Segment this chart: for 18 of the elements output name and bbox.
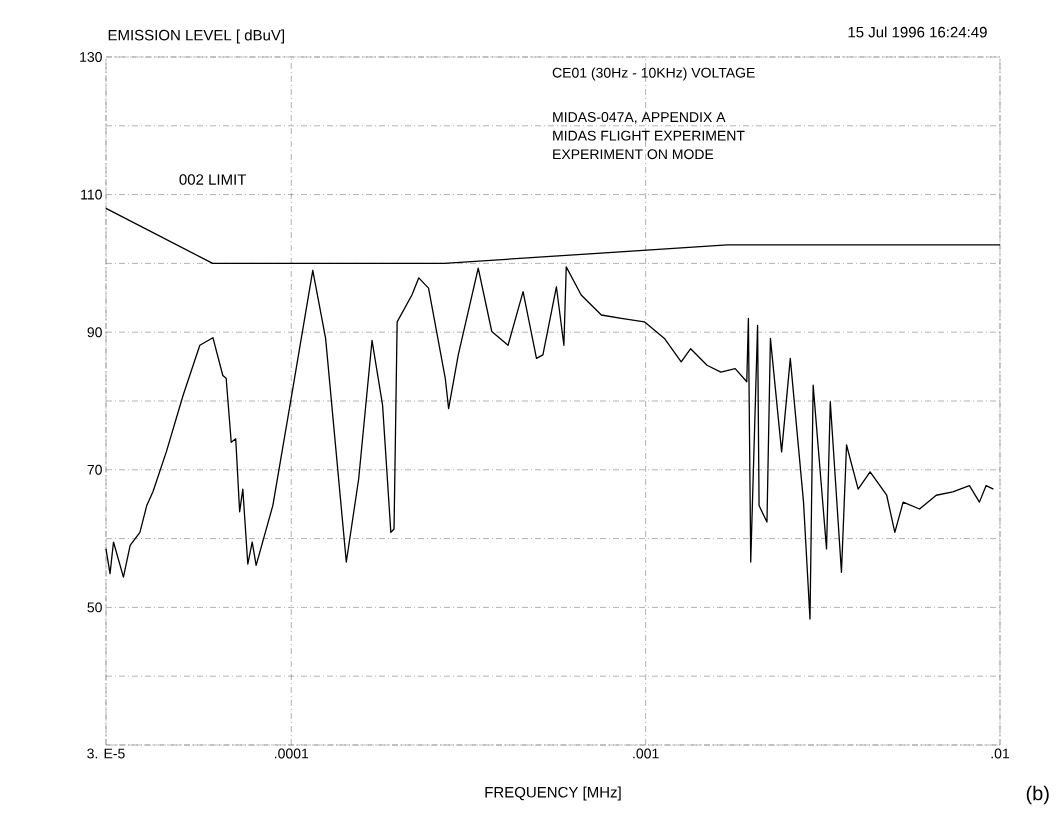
y-axis-title: EMISSION LEVEL [ dBuV] — [108, 29, 285, 44]
x-tick-label: .0001 — [275, 748, 309, 759]
y-tick-label: 130 — [80, 52, 102, 62]
x-axis-title: FREQUENCY [MHz] — [485, 786, 621, 801]
y-tick-label: 110 — [81, 189, 102, 200]
annotation: EXPERIMENT ON MODE — [553, 149, 714, 160]
annotation: CE01 (30Hz - 10KHz) VOLTAGE — [552, 67, 755, 81]
annotation: MIDAS-047A, APPENDIX A — [553, 112, 726, 124]
x-tick-label: .01 — [991, 748, 1010, 759]
y-tick-label: 70 — [87, 464, 102, 475]
y-tick-label: 50 — [87, 602, 102, 613]
text: (b) — [1026, 785, 1049, 805]
text: 15 Jul 1996 16:24:49 — [848, 26, 987, 38]
annotation: MIDAS FLIGHT EXPERIMENT — [553, 130, 745, 141]
x-tick-label: .001 — [633, 748, 659, 759]
text: 002 LIMIT — [179, 174, 247, 185]
x-tick-label: 3. E-5 — [87, 748, 125, 759]
y-tick-label: 90 — [87, 327, 102, 338]
